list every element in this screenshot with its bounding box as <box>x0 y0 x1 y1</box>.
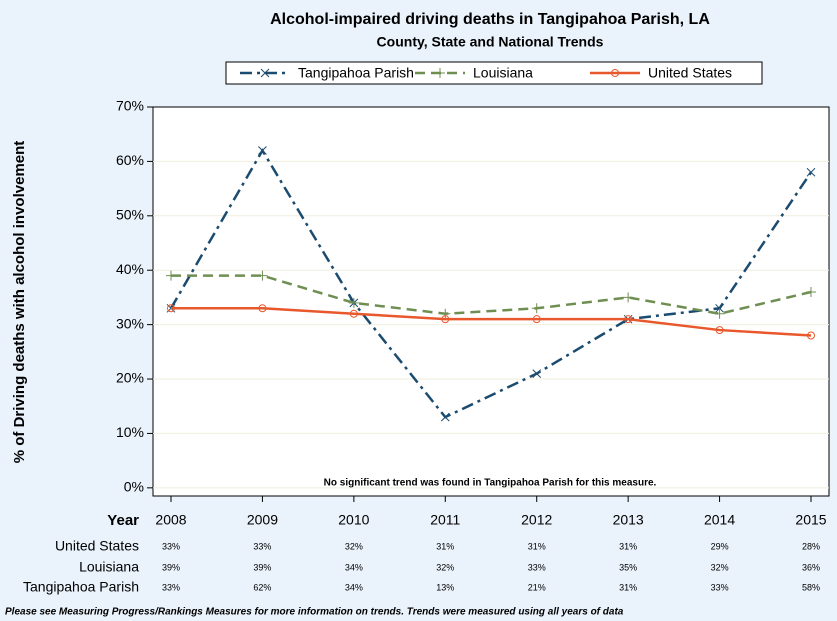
x-axis-label: Year <box>107 512 139 529</box>
x-tick-label: 2011 <box>430 512 460 528</box>
table-cell: 39% <box>253 562 271 572</box>
x-tick-label: 2013 <box>613 512 644 528</box>
marker <box>258 304 267 313</box>
y-tick-label: 30% <box>116 315 144 331</box>
x-tick-label: 2014 <box>704 512 735 528</box>
marker <box>532 315 541 324</box>
marker <box>435 68 445 78</box>
x-tick-label: 2012 <box>521 512 552 528</box>
table-cell: 29% <box>711 541 729 551</box>
x-tick-label: 2015 <box>795 512 826 528</box>
y-tick-label: 10% <box>116 424 144 440</box>
marker <box>611 69 619 77</box>
table-cell: 34% <box>345 582 363 592</box>
marker <box>260 68 270 78</box>
y-tick-label: 20% <box>116 370 144 386</box>
table-cell: 32% <box>711 562 729 572</box>
marker <box>440 412 450 422</box>
table-cell: 34% <box>345 562 363 572</box>
marker <box>440 308 451 319</box>
y-tick-label: 70% <box>116 98 144 114</box>
marker <box>806 286 816 297</box>
y-axis-label: % of Driving deaths with alcohol involve… <box>11 141 28 464</box>
table-cell: 33% <box>253 541 271 551</box>
marker <box>531 303 542 314</box>
line <box>171 307 812 337</box>
table-cell: 33% <box>162 582 180 592</box>
table-cell: 36% <box>802 562 820 572</box>
table-cell: 33% <box>162 541 180 551</box>
marker <box>257 270 268 281</box>
marker <box>258 146 267 155</box>
legend-label: Tangipahoa Parish <box>298 65 414 81</box>
y-tick-label: 0% <box>124 479 144 495</box>
legend <box>225 61 763 85</box>
marker <box>807 331 815 340</box>
marker <box>624 315 633 324</box>
table-cell: 33% <box>711 582 729 592</box>
table-cell: 62% <box>253 582 271 592</box>
marker <box>715 326 724 335</box>
footnote: Please see Measuring Progress/Rankings M… <box>5 607 624 618</box>
marker <box>623 292 634 303</box>
legend-label: United States <box>648 65 732 81</box>
marker <box>532 369 542 378</box>
chart-title: Alcohol-impaired driving deaths in Tangi… <box>270 11 710 28</box>
plot-area <box>152 106 830 497</box>
table-row-label: United States <box>55 538 139 554</box>
marker <box>806 167 816 177</box>
table-cell: 32% <box>345 541 363 551</box>
table-cell: 35% <box>619 562 637 572</box>
y-tick-label: 50% <box>116 207 144 223</box>
table-row-label: Tangipahoa Parish <box>23 579 139 595</box>
legend-label: Louisiana <box>473 65 533 81</box>
line <box>169 148 813 419</box>
marker <box>714 308 725 319</box>
x-tick-label: 2010 <box>338 512 369 528</box>
marker <box>166 270 176 281</box>
annotation: No significant trend was found in Tangip… <box>324 478 657 489</box>
table-cell: 13% <box>436 582 454 592</box>
marker <box>349 309 358 318</box>
marker <box>167 304 175 313</box>
table-cell: 31% <box>528 541 546 551</box>
marker <box>441 315 450 324</box>
table-cell: 58% <box>802 582 820 592</box>
x-tick-label: 2009 <box>247 512 278 528</box>
marker <box>348 297 359 308</box>
table-cell: 28% <box>802 541 820 551</box>
line <box>171 274 812 316</box>
table-cell: 39% <box>162 562 180 572</box>
table-cell: 32% <box>436 562 454 572</box>
table-cell: 31% <box>619 541 637 551</box>
table-cell: 31% <box>436 541 454 551</box>
table-cell: 21% <box>528 582 546 592</box>
table-cell: 31% <box>619 582 637 592</box>
marker <box>715 303 724 313</box>
table-cell: 33% <box>528 562 546 572</box>
y-tick-label: 40% <box>116 261 144 277</box>
table-row-label: Louisiana <box>79 559 139 575</box>
x-tick-label: 2008 <box>155 512 186 528</box>
chart-subtitle: County, State and National Trends <box>377 34 604 50</box>
y-tick-label: 60% <box>116 152 144 168</box>
